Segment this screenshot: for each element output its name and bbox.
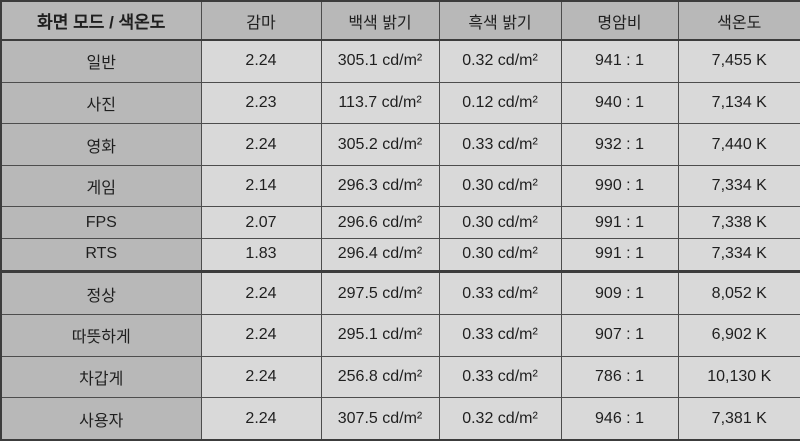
contrast-ratio-value: 940 : 1 [560, 81, 679, 125]
white-luminance-value: 297.5 cd/m² [320, 269, 440, 316]
table-row-rts: RTS 1.83 296.4 cd/m² 0.30 cd/m² 991 : 1 … [0, 237, 800, 272]
gamma-value: 2.23 [200, 81, 322, 125]
white-luminance-value: 296.4 cd/m² [320, 237, 440, 272]
white-luminance-value: 296.6 cd/m² [320, 206, 440, 239]
contrast-ratio-value: 990 : 1 [560, 164, 679, 208]
row-label: 영화 [0, 123, 202, 166]
color-temperature-value: 8,052 K [677, 269, 800, 316]
black-luminance-value: 0.33 cd/m² [438, 314, 562, 357]
column-header-gamma: 감마 [200, 0, 322, 41]
table-row-fps: FPS 2.07 296.6 cd/m² 0.30 cd/m² 991 : 1 … [0, 206, 800, 239]
black-luminance-value: 0.30 cd/m² [438, 237, 562, 272]
gamma-value: 2.24 [200, 39, 322, 83]
row-label: 사용자 [0, 397, 202, 441]
black-luminance-value: 0.33 cd/m² [438, 355, 562, 399]
black-luminance-value: 0.33 cd/m² [438, 269, 562, 316]
row-label: 사진 [0, 81, 202, 125]
black-luminance-value: 0.30 cd/m² [438, 206, 562, 239]
color-temperature-value: 7,455 K [677, 39, 800, 83]
color-temperature-value: 7,381 K [677, 397, 800, 441]
table-row-cool: 차갑게 2.24 256.8 cd/m² 0.33 cd/m² 786 : 1 … [0, 355, 800, 399]
row-label: 차갑게 [0, 355, 202, 399]
table-row-game: 게임 2.14 296.3 cd/m² 0.30 cd/m² 990 : 1 7… [0, 164, 800, 208]
color-temperature-value: 7,338 K [677, 206, 800, 239]
white-luminance-value: 305.2 cd/m² [320, 123, 440, 166]
row-label: RTS [0, 237, 202, 272]
contrast-ratio-value: 932 : 1 [560, 123, 679, 166]
white-luminance-value: 305.1 cd/m² [320, 39, 440, 83]
column-header-screen-mode: 화면 모드 / 색온도 [0, 0, 202, 41]
white-luminance-value: 295.1 cd/m² [320, 314, 440, 357]
contrast-ratio-value: 946 : 1 [560, 397, 679, 441]
black-luminance-value: 0.32 cd/m² [438, 397, 562, 441]
contrast-ratio-value: 909 : 1 [560, 269, 679, 316]
row-label: 따뜻하게 [0, 314, 202, 357]
black-luminance-value: 0.33 cd/m² [438, 123, 562, 166]
white-luminance-value: 256.8 cd/m² [320, 355, 440, 399]
black-luminance-value: 0.32 cd/m² [438, 39, 562, 83]
white-luminance-value: 307.5 cd/m² [320, 397, 440, 441]
black-luminance-value: 0.30 cd/m² [438, 164, 562, 208]
contrast-ratio-value: 941 : 1 [560, 39, 679, 83]
white-luminance-value: 113.7 cd/m² [320, 81, 440, 125]
contrast-ratio-value: 786 : 1 [560, 355, 679, 399]
gamma-value: 2.07 [200, 206, 322, 239]
table-row-standard: 정상 2.24 297.5 cd/m² 0.33 cd/m² 909 : 1 8… [0, 269, 800, 316]
table-row-user: 사용자 2.24 307.5 cd/m² 0.32 cd/m² 946 : 1 … [0, 397, 800, 441]
table-row-photo: 사진 2.23 113.7 cd/m² 0.12 cd/m² 940 : 1 7… [0, 81, 800, 125]
contrast-ratio-value: 991 : 1 [560, 237, 679, 272]
table-row-normal: 일반 2.24 305.1 cd/m² 0.32 cd/m² 941 : 1 7… [0, 39, 800, 83]
row-label: 게임 [0, 164, 202, 208]
gamma-value: 2.24 [200, 123, 322, 166]
row-label: FPS [0, 206, 202, 239]
column-header-contrast-ratio: 명암비 [560, 0, 679, 41]
column-header-black-luminance: 흑색 밝기 [438, 0, 562, 41]
color-temperature-value: 6,902 K [677, 314, 800, 357]
gamma-value: 1.83 [200, 237, 322, 272]
gamma-value: 2.24 [200, 355, 322, 399]
black-luminance-value: 0.12 cd/m² [438, 81, 562, 125]
column-header-color-temperature: 색온도 [677, 0, 800, 41]
color-temperature-value: 7,334 K [677, 164, 800, 208]
row-label: 일반 [0, 39, 202, 83]
color-temperature-value: 10,130 K [677, 355, 800, 399]
color-temperature-value: 7,134 K [677, 81, 800, 125]
row-label: 정상 [0, 269, 202, 316]
table-row-warm: 따뜻하게 2.24 295.1 cd/m² 0.33 cd/m² 907 : 1… [0, 314, 800, 357]
gamma-value: 2.24 [200, 397, 322, 441]
column-header-white-luminance: 백색 밝기 [320, 0, 440, 41]
table-header-row: 화면 모드 / 색온도 감마 백색 밝기 흑색 밝기 명암비 색온도 [0, 0, 800, 41]
contrast-ratio-value: 907 : 1 [560, 314, 679, 357]
contrast-ratio-value: 991 : 1 [560, 206, 679, 239]
gamma-value: 2.24 [200, 314, 322, 357]
white-luminance-value: 296.3 cd/m² [320, 164, 440, 208]
table-row-movie: 영화 2.24 305.2 cd/m² 0.33 cd/m² 932 : 1 7… [0, 123, 800, 166]
gamma-value: 2.24 [200, 269, 322, 316]
color-temperature-value: 7,334 K [677, 237, 800, 272]
gamma-value: 2.14 [200, 164, 322, 208]
color-temperature-value: 7,440 K [677, 123, 800, 166]
